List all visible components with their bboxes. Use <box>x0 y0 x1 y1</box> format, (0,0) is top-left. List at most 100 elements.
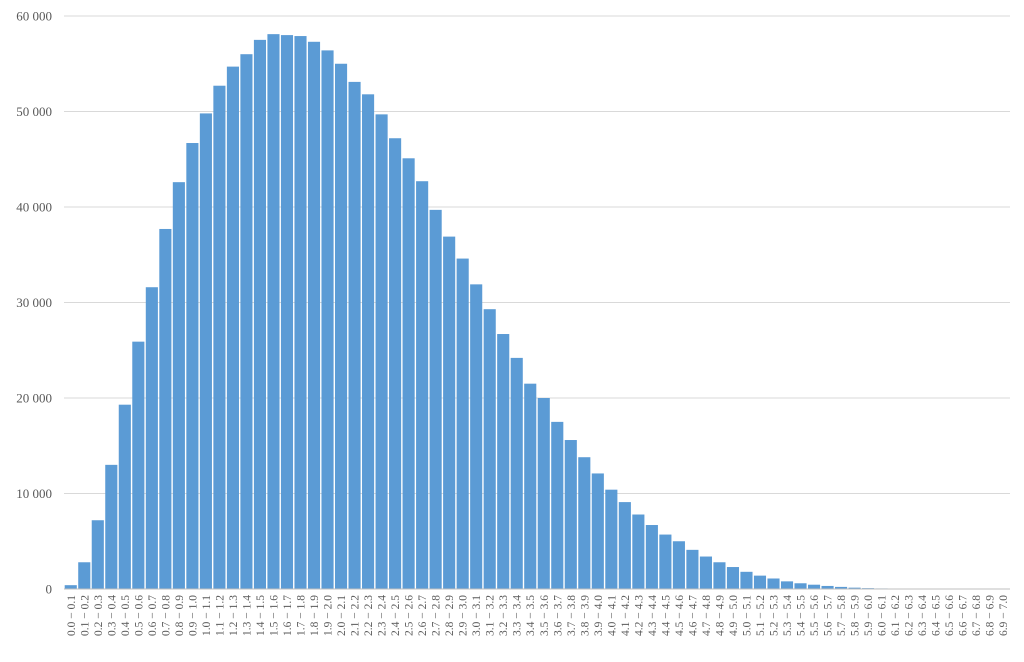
bar <box>429 209 442 590</box>
x-tick-label: 0.4 − 0.5 <box>120 595 132 636</box>
x-tick-label: 0.5 − 0.6 <box>133 595 145 636</box>
x-tick-label: 5.2 − 5.3 <box>769 595 781 636</box>
x-tick-label: 6.8 − 6.9 <box>985 595 997 636</box>
bar <box>821 585 834 589</box>
bar <box>767 578 780 589</box>
bars <box>64 34 1010 590</box>
x-tick-label: 1.9 − 2.0 <box>323 595 335 636</box>
bar <box>253 39 267 589</box>
x-tick-label: 6.7 − 6.8 <box>971 595 983 636</box>
bar <box>132 341 145 589</box>
bar <box>645 525 658 589</box>
x-tick-label: 0.7 − 0.8 <box>160 595 172 636</box>
x-tick-label: 5.8 − 5.9 <box>850 595 862 636</box>
x-tick-label: 5.1 − 5.2 <box>755 595 767 636</box>
bar <box>362 94 375 589</box>
x-tick-label: 4.6 − 4.7 <box>687 595 699 636</box>
x-tick-label: 3.6 − 3.7 <box>552 595 564 636</box>
bar <box>740 571 753 589</box>
bar <box>659 534 672 589</box>
x-tick-label: 3.9 − 4.0 <box>593 595 605 636</box>
bar <box>699 556 712 589</box>
x-tick-label: 1.6 − 1.7 <box>282 595 294 636</box>
x-tick-label: 3.4 − 3.5 <box>525 595 537 636</box>
y-tick-label: 0 <box>46 582 53 597</box>
bar <box>78 562 91 589</box>
y-tick-label: 40 000 <box>16 200 52 215</box>
x-tick-label: 1.5 − 1.6 <box>268 595 280 636</box>
bar <box>780 581 794 589</box>
x-tick-label: 6.4 − 6.5 <box>931 595 943 636</box>
bar <box>321 50 334 589</box>
bar <box>443 236 456 590</box>
bar <box>551 421 564 589</box>
x-tick-label: 3.1 − 3.2 <box>485 595 497 636</box>
x-tick-label: 0.0 − 0.1 <box>66 595 78 636</box>
x-tick-label: 2.8 − 2.9 <box>444 595 456 636</box>
bar <box>280 35 294 590</box>
x-tick-label: 2.6 − 2.7 <box>417 595 429 636</box>
x-tick-label: 5.7 − 5.8 <box>836 595 848 636</box>
x-tick-label: 0.3 − 0.4 <box>106 595 118 636</box>
bar <box>686 549 699 589</box>
x-tick-label: 1.3 − 1.4 <box>241 595 253 636</box>
bar <box>578 457 591 589</box>
x-tick-label: 2.9 − 3.0 <box>458 595 470 636</box>
bar <box>91 520 104 589</box>
x-tick-label: 4.9 − 5.0 <box>728 595 740 636</box>
x-tick-label: 2.5 − 2.6 <box>404 595 416 636</box>
bar <box>632 514 645 589</box>
y-tick-label: 60 000 <box>16 9 52 24</box>
x-tick-label: 1.1 − 1.2 <box>214 595 226 636</box>
x-tick-label: 2.2 − 2.3 <box>363 595 375 636</box>
x-tick-label: 4.2 − 4.3 <box>633 595 645 636</box>
x-tick-label: 3.3 − 3.4 <box>512 595 524 636</box>
x-tick-label: 2.3 − 2.4 <box>377 595 389 636</box>
y-tick-labels: 0 10 000 20 000 30 000 40 000 50 000 60 000 <box>16 9 52 597</box>
x-tick-label: 5.3 − 5.4 <box>782 595 794 636</box>
x-tick-label: 0.2 − 0.3 <box>93 595 105 636</box>
x-tick-label: 5.6 − 5.7 <box>823 595 835 636</box>
x-tick-label: 1.7 − 1.8 <box>296 595 308 636</box>
bar <box>159 228 172 589</box>
bar <box>199 113 212 589</box>
y-tick-label: 50 000 <box>16 104 52 119</box>
bar <box>726 567 740 589</box>
x-tick-label: 4.7 − 4.8 <box>701 595 713 636</box>
x-tick-label: 6.1 − 6.2 <box>890 595 902 636</box>
x-tick-label: 6.9 − 7.0 <box>998 595 1010 636</box>
x-tick-label: 6.6 − 6.7 <box>958 595 970 636</box>
x-tick-label: 1.0 − 1.1 <box>201 595 213 636</box>
bar <box>483 309 496 589</box>
x-tick-label: 1.4 − 1.5 <box>255 595 267 636</box>
bar <box>267 34 280 589</box>
bar <box>240 54 253 589</box>
bar <box>713 562 726 589</box>
bar <box>848 587 861 589</box>
x-tick-label: 3.0 − 3.1 <box>471 595 483 636</box>
bar <box>794 583 807 589</box>
bar <box>348 81 361 590</box>
x-tick-label: 5.4 − 5.5 <box>796 595 808 636</box>
x-tick-label: 2.7 − 2.8 <box>431 595 443 636</box>
bar <box>510 357 523 589</box>
x-tick-label: 2.4 − 2.5 <box>390 595 402 636</box>
x-tick-label: 4.4 − 4.5 <box>660 595 672 636</box>
bar <box>186 143 199 589</box>
bar <box>564 440 577 589</box>
x-tick-label: 5.9 − 6.0 <box>863 595 875 636</box>
x-tick-label: 3.7 − 3.8 <box>566 595 578 636</box>
bar <box>64 585 77 589</box>
x-tick-label: 5.0 − 5.1 <box>741 595 753 636</box>
y-tick-label: 20 000 <box>16 391 52 406</box>
bar <box>334 63 348 589</box>
x-tick-label: 1.2 − 1.3 <box>228 595 240 636</box>
x-tick-label: 4.8 − 4.9 <box>714 595 726 636</box>
bar <box>807 584 821 589</box>
bar <box>618 502 631 589</box>
bar <box>591 473 604 589</box>
x-tick-label: 4.0 − 4.1 <box>606 595 618 636</box>
bar <box>672 541 685 589</box>
bar <box>294 36 307 590</box>
